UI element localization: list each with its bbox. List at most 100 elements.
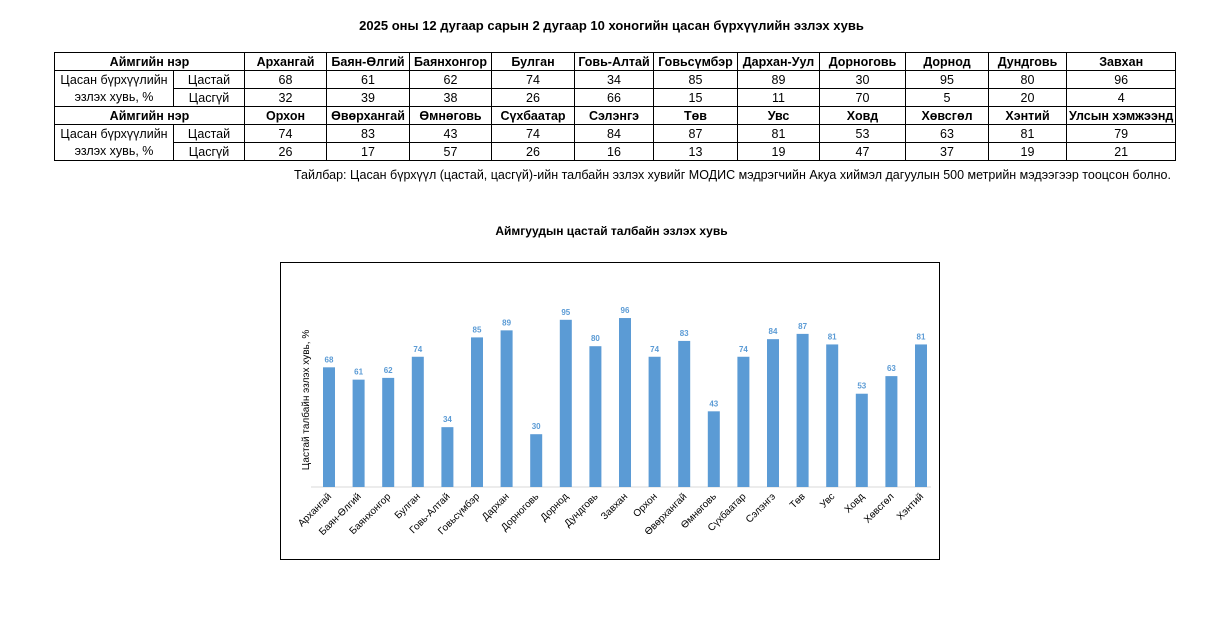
aimag-name: Хөвсгөл [905,106,989,125]
bar [619,318,631,487]
data-label: 74 [739,345,748,354]
aimag-name: Баян-Өлгий [326,52,410,71]
snow-label: Цастай [173,70,245,89]
x-tick-label: Увс [818,491,837,510]
snow-value: 80 [988,70,1067,89]
nosnow-label: Цасгүй [173,88,245,107]
bar [471,337,483,487]
aimag-name: Сүхбаатар [491,106,575,125]
bar [411,356,424,487]
nosnow-value: 26 [244,142,327,161]
data-label: 84 [769,327,778,336]
snow-value: 34 [574,70,654,89]
snow-value: 81 [988,124,1067,143]
aimag-name: Архангай [244,52,327,71]
data-label: 87 [798,322,807,331]
snow-value: 96 [1065,70,1177,89]
aimag-name: Өвөрхангай [326,106,410,125]
aimag-name: Дундговь [988,52,1067,71]
bar [826,344,839,487]
snow-value: 74 [244,124,327,143]
bar [885,376,898,487]
data-label: 80 [591,334,600,343]
snow-value: 61 [326,70,410,89]
data-label: 96 [621,306,630,315]
data-label: 85 [473,325,482,334]
nosnow-value: 13 [653,142,738,161]
bar [796,333,809,487]
aimag-name: Баянхонгор [409,52,492,71]
chart-svg: Цастай талбайн эзлэх хувь, % 68Архангай61… [296,306,931,538]
nosnow-value: 5 [905,88,989,107]
bar [352,379,365,487]
data-label: 89 [502,318,511,327]
aimag-name: Дархан-Уул [737,52,820,71]
nosnow-value: 57 [409,142,492,161]
data-label: 62 [384,366,393,375]
snow-value: 68 [244,70,327,89]
data-label: 95 [561,308,570,317]
bar [323,367,335,487]
snow-value: 95 [905,70,989,89]
aimag-name: Улсын хэмжээнд [1065,106,1177,125]
nosnow-value: 21 [1065,142,1177,161]
bar [559,319,572,487]
aimag-name: Сэлэнгэ [574,106,654,125]
snow-value: 30 [819,70,906,89]
row-label: эзлэх хувь, % [54,88,174,107]
data-label: 74 [413,345,422,354]
snow-value: 89 [737,70,820,89]
nosnow-value: 19 [737,142,820,161]
snow-value: 85 [653,70,738,89]
aimag-name: Хэнтий [988,106,1067,125]
aimag-name: Дорнод [905,52,989,71]
snow-value: 63 [905,124,989,143]
nosnow-value: 20 [988,88,1067,107]
y-axis-label: Цастай талбайн эзлэх хувь, % [300,330,312,471]
bar [767,339,779,487]
x-tick-label: Орхон [631,491,659,519]
nosnow-value: 11 [737,88,820,107]
nosnow-value: 38 [409,88,492,107]
data-label: 30 [532,422,541,431]
snow-value: 79 [1065,124,1177,143]
nosnow-value: 19 [988,142,1067,161]
data-label: 83 [680,329,689,338]
data-label: 68 [325,355,334,364]
row-label: Цасан бүрхүүлийн [54,124,174,143]
nosnow-value: 47 [819,142,906,161]
nosnow-value: 16 [574,142,654,161]
bar [441,427,454,487]
aimag-name: Говьсүмбэр [653,52,738,71]
data-label: 74 [650,345,659,354]
aimag-name: Өмнөговь [409,106,492,125]
data-label: 34 [443,415,452,424]
nosnow-value: 4 [1065,88,1177,107]
snow-value: 53 [819,124,906,143]
aimag-name: Төв [653,106,738,125]
bar [648,356,661,487]
bar [678,340,691,487]
snow-value: 74 [491,124,575,143]
nosnow-value: 70 [819,88,906,107]
x-tick-label: Сэлэнгэ [744,491,778,525]
bar [382,377,395,487]
data-label: 61 [354,368,363,377]
bar [915,344,927,487]
aimag-name: Булган [491,52,575,71]
snow-value: 81 [737,124,820,143]
page-title: 2025 оны 12 дугаар сарын 2 дугаар 10 хон… [359,18,864,33]
nosnow-label: Цасгүй [173,142,245,161]
data-label: 53 [857,382,866,391]
bar [530,434,543,487]
bar [589,346,602,487]
snow-label: Цастай [173,124,245,143]
aimag-name: Увс [737,106,820,125]
x-tick-label: Хэнтий [895,491,926,522]
snow-value: 87 [653,124,738,143]
nosnow-value: 15 [653,88,738,107]
x-tick-label: Төв [788,491,808,511]
bar [500,330,513,487]
aimag-name: Ховд [819,106,906,125]
data-label: 63 [887,364,896,373]
